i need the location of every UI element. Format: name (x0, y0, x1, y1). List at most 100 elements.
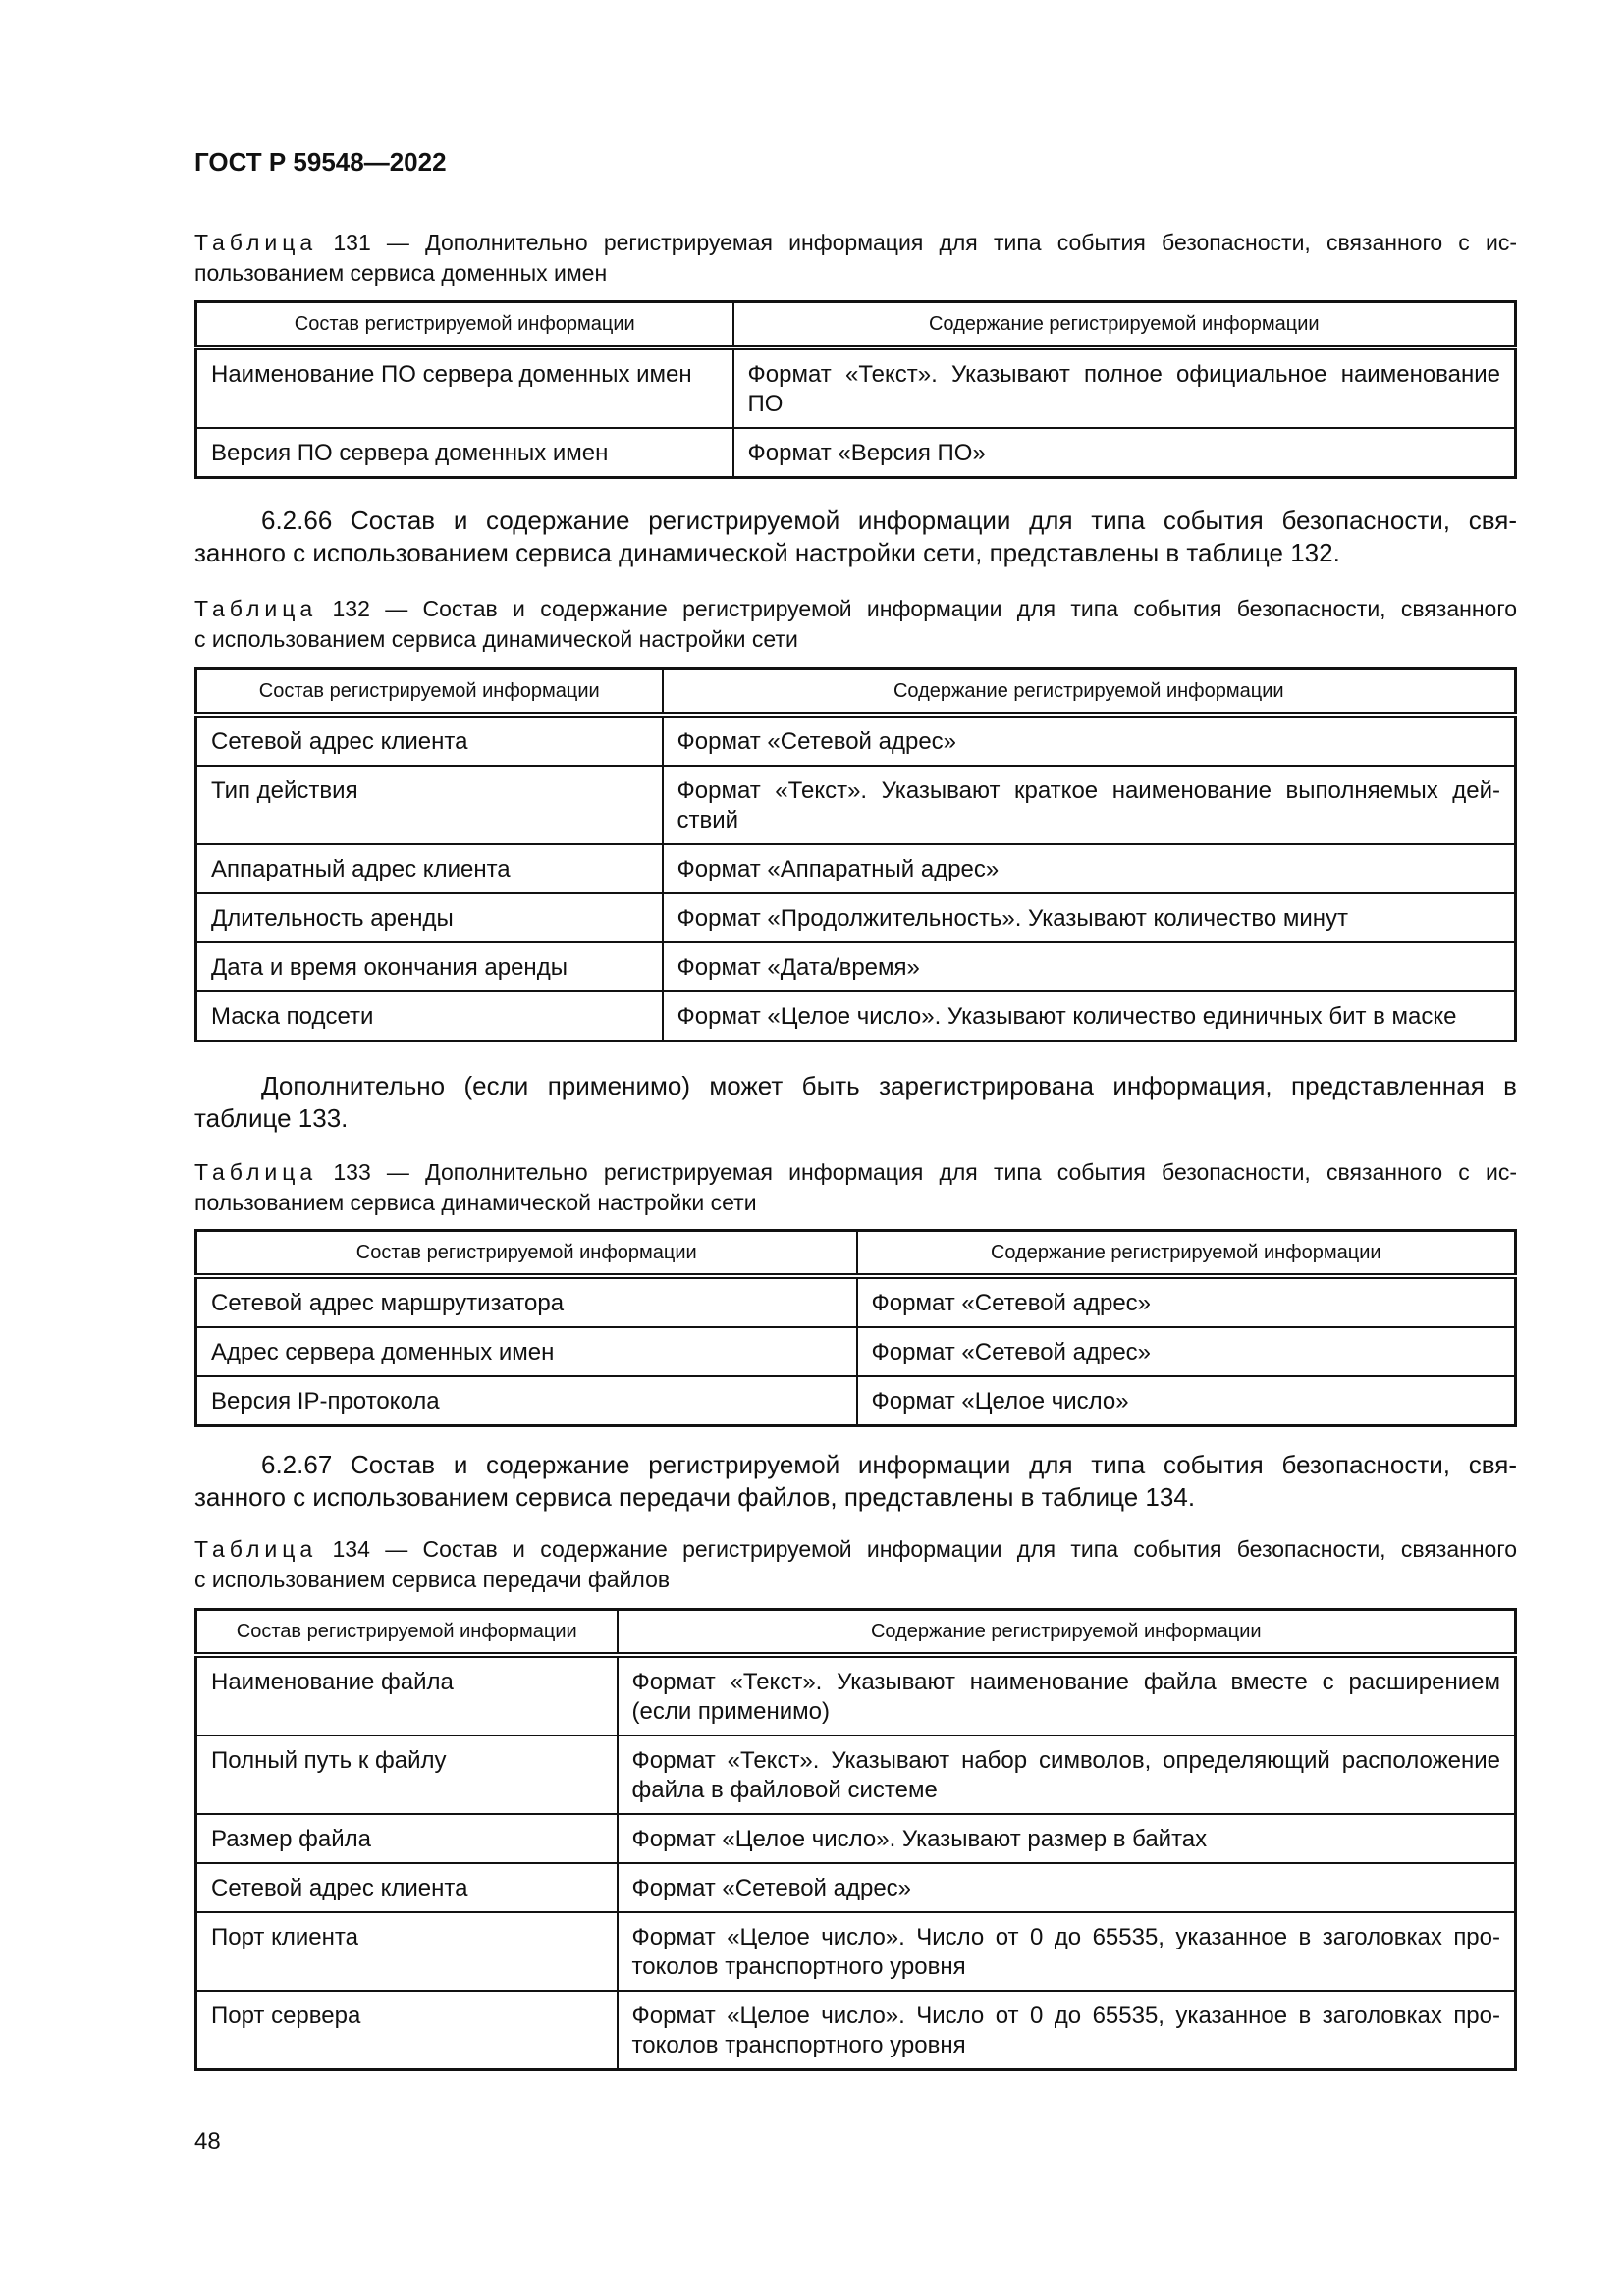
cell-field-content: Формат «Аппаратный адрес» (661, 843, 1517, 894)
cell-text: Сетевой адрес клиента (197, 1864, 617, 1911)
caption-first-line: Таблица 133 — Дополнительно регистрируем… (194, 1157, 1517, 1188)
caption-text: 134 — Состав и содержание регистрируемой… (317, 1536, 1518, 1562)
cell-field-name: Дата и время окончания аренды (194, 941, 664, 992)
cell-text: Формат «Текст». Указывают набор символов… (619, 1736, 1515, 1813)
text-line: таблице 133. (194, 1103, 349, 1133)
text-line: Порт клиента (211, 1924, 358, 1950)
text-line: Маска подсети (211, 1003, 374, 1030)
caption-first-line: Таблица 134 — Состав и содержание регист… (194, 1534, 1517, 1565)
text-line: Формат «Целое число» (871, 1388, 1129, 1415)
text-line: Аппаратный адрес клиента (211, 856, 511, 882)
data-table: Состав регистрируемой информации Содержан… (194, 667, 1517, 1042)
cell-field-name: Сетевой адрес клиента (194, 1862, 619, 1913)
text-line: Формат «Продолжительность». Указывают ко… (677, 905, 1349, 932)
text-line: Формат «Целое число». Указывают размер в… (631, 1826, 1208, 1852)
column-header: Содержание регистрируемой информации (661, 667, 1517, 718)
table-header-row: Состав регистрируемой информации Содержан… (194, 667, 1517, 718)
text-line: Версия IP-протокола (211, 1388, 440, 1415)
cell-field-name: Порт клиента (194, 1911, 619, 1992)
text-line: Формат «Целое число». Число от 0 до 6553… (631, 2002, 1501, 2029)
cell-text: Сетевой адрес клиента (197, 718, 662, 765)
cell-field-content: Формат «Сетевой адрес» (855, 1275, 1517, 1328)
table-caption: Таблица 131 — Дополнительно регистрируем… (194, 228, 1517, 289)
data-table: Состав регистрируемой информации Содержан… (194, 300, 1517, 479)
cell-text: Порт сервера (197, 1992, 617, 2039)
text-line: Длительность аренды (211, 905, 454, 932)
cell-field-name: Сетевой адрес маршрутизатора (194, 1275, 858, 1328)
table-row: Сетевой адрес клиента Формат «Сетевой адр… (194, 1862, 1517, 1913)
text-line: Размер файла (211, 1826, 372, 1852)
caption-text: 131 — Дополнительно регистрируемая инфор… (317, 230, 1517, 255)
cell-text: Длительность аренды (197, 894, 662, 941)
cell-field-content: Формат «Целое число». Число от 0 до 6553… (616, 1911, 1517, 1992)
text-line: Дата и время окончания аренды (211, 954, 568, 981)
table-row: Аппаратный адрес клиента Формат «Аппаратн… (194, 843, 1517, 894)
cell-field-content: Формат «Сетевой адрес» (855, 1326, 1517, 1377)
cell-text: Формат «Целое число». Число от 0 до 6553… (619, 1913, 1515, 1990)
text-line: Порт сервера (211, 2002, 361, 2029)
caption-text: 133 — Дополнительно регистрируемая инфор… (317, 1159, 1517, 1185)
text-line: Версия ПО сервера доменных имен (211, 440, 609, 466)
paragraph: 6.2.67 Состав и содержание регистрируемо… (194, 1449, 1517, 1514)
paragraph: 6.2.66 Состав и содержание регистрируемо… (194, 505, 1517, 569)
cell-text: Формат «Дата/время» (664, 943, 1515, 990)
text-line: Формат «Сетевой адрес» (677, 728, 957, 755)
text-line: пользованием сервиса динамической настро… (194, 1190, 757, 1215)
caption-label: Таблица (194, 1159, 318, 1185)
caption-first-line: Таблица 132 — Состав и содержание регист… (194, 594, 1517, 624)
cell-field-content: Формат «Текст». Указывают краткое наимен… (661, 765, 1517, 845)
text-line: Формат «Дата/время» (677, 954, 920, 981)
table-row: Тип действия Формат «Текст». Указывают кр… (194, 765, 1517, 845)
text-line: Формат «Сетевой адрес» (871, 1290, 1152, 1316)
text-line: с использованием сервиса передачи файлов (194, 1567, 671, 1592)
column-header: Содержание регистрируемой информации (616, 1608, 1517, 1658)
column-header: Содержание регистрируемой информации (855, 1229, 1517, 1279)
caption-label: Таблица (194, 596, 318, 621)
table-row: Сетевой адрес маршрутизатора Формат «Сете… (194, 1275, 1517, 1328)
text-line: файла в файловой системе (631, 1777, 938, 1803)
cell-field-content: Формат «Текст». Указывают полное официал… (731, 347, 1517, 429)
cell-text: Сетевой адрес маршрутизатора (197, 1279, 856, 1326)
text-line: токолов транспортного уровня (631, 1953, 966, 1980)
table-row: Сетевой адрес клиента Формат «Сетевой адр… (194, 714, 1517, 767)
cell-text: Формат «Сетевой адрес» (858, 1279, 1515, 1326)
cell-field-name: Сетевой адрес клиента (194, 714, 664, 767)
cell-field-name: Версия ПО сервера доменных имен (194, 427, 734, 479)
cell-text: Версия IP-протокола (197, 1377, 856, 1424)
data-table: Состав регистрируемой информации Содержан… (194, 1608, 1517, 2071)
cell-field-name: Адрес сервера доменных имен (194, 1326, 858, 1377)
table-row: Наименование ПО сервера доменных имен Фор… (194, 347, 1517, 429)
cell-field-name: Версия IP-протокола (194, 1375, 858, 1427)
caption-label: Таблица (194, 1536, 318, 1562)
cell-field-name: Маска подсети (194, 990, 664, 1042)
table-caption: Таблица 133 — Дополнительно регистрируем… (194, 1157, 1517, 1218)
cell-text: Аппаратный адрес клиента (197, 845, 662, 892)
cell-text: Маска подсети (197, 992, 662, 1040)
cell-field-content: Формат «Текст». Указывают наименование ф… (616, 1654, 1517, 1736)
cell-field-name: Аппаратный адрес клиента (194, 843, 664, 894)
table-row: Полный путь к файлу Формат «Текст». Указы… (194, 1735, 1517, 1815)
caption-text: 132 — Состав и содержание регистрируемой… (317, 596, 1518, 621)
text-line: Адрес сервера доменных имен (211, 1339, 555, 1365)
cell-text: Дата и время окончания аренды (197, 943, 662, 990)
cell-field-content: Формат «Продолжительность». Указывают ко… (661, 892, 1517, 943)
text-line: Наименование файла (211, 1669, 454, 1695)
cell-field-content: Формат «Целое число» (855, 1375, 1517, 1427)
text-line: Полный путь к файлу (211, 1747, 447, 1774)
cell-field-name: Тип действия (194, 765, 664, 845)
text-line: ствий (677, 807, 739, 833)
text-line: Формат «Аппаратный адрес» (677, 856, 1000, 882)
cell-text: Формат «Аппаратный адрес» (664, 845, 1515, 892)
paragraph: Дополнительно (если применимо) может быт… (194, 1070, 1517, 1135)
cell-text: Формат «Продолжительность». Указывают ко… (664, 894, 1515, 941)
table-caption: Таблица 132 — Состав и содержание регист… (194, 594, 1517, 655)
page-number: 48 (194, 2128, 221, 2155)
table-header-row: Состав регистрируемой информации Содержан… (194, 1229, 1517, 1279)
cell-field-content: Формат «Дата/время» (661, 941, 1517, 992)
table-row: Маска подсети Формат «Целое число». Указы… (194, 990, 1517, 1042)
table-row: Наименование файла Формат «Текст». Указыв… (194, 1654, 1517, 1736)
text-line: Наименование ПО сервера доменных имен (211, 361, 692, 388)
table-row: Версия ПО сервера доменных имен Формат «В… (194, 427, 1517, 479)
cell-field-name: Порт сервера (194, 1990, 619, 2071)
text-line: занного с использованием сервиса динамич… (194, 538, 1340, 567)
